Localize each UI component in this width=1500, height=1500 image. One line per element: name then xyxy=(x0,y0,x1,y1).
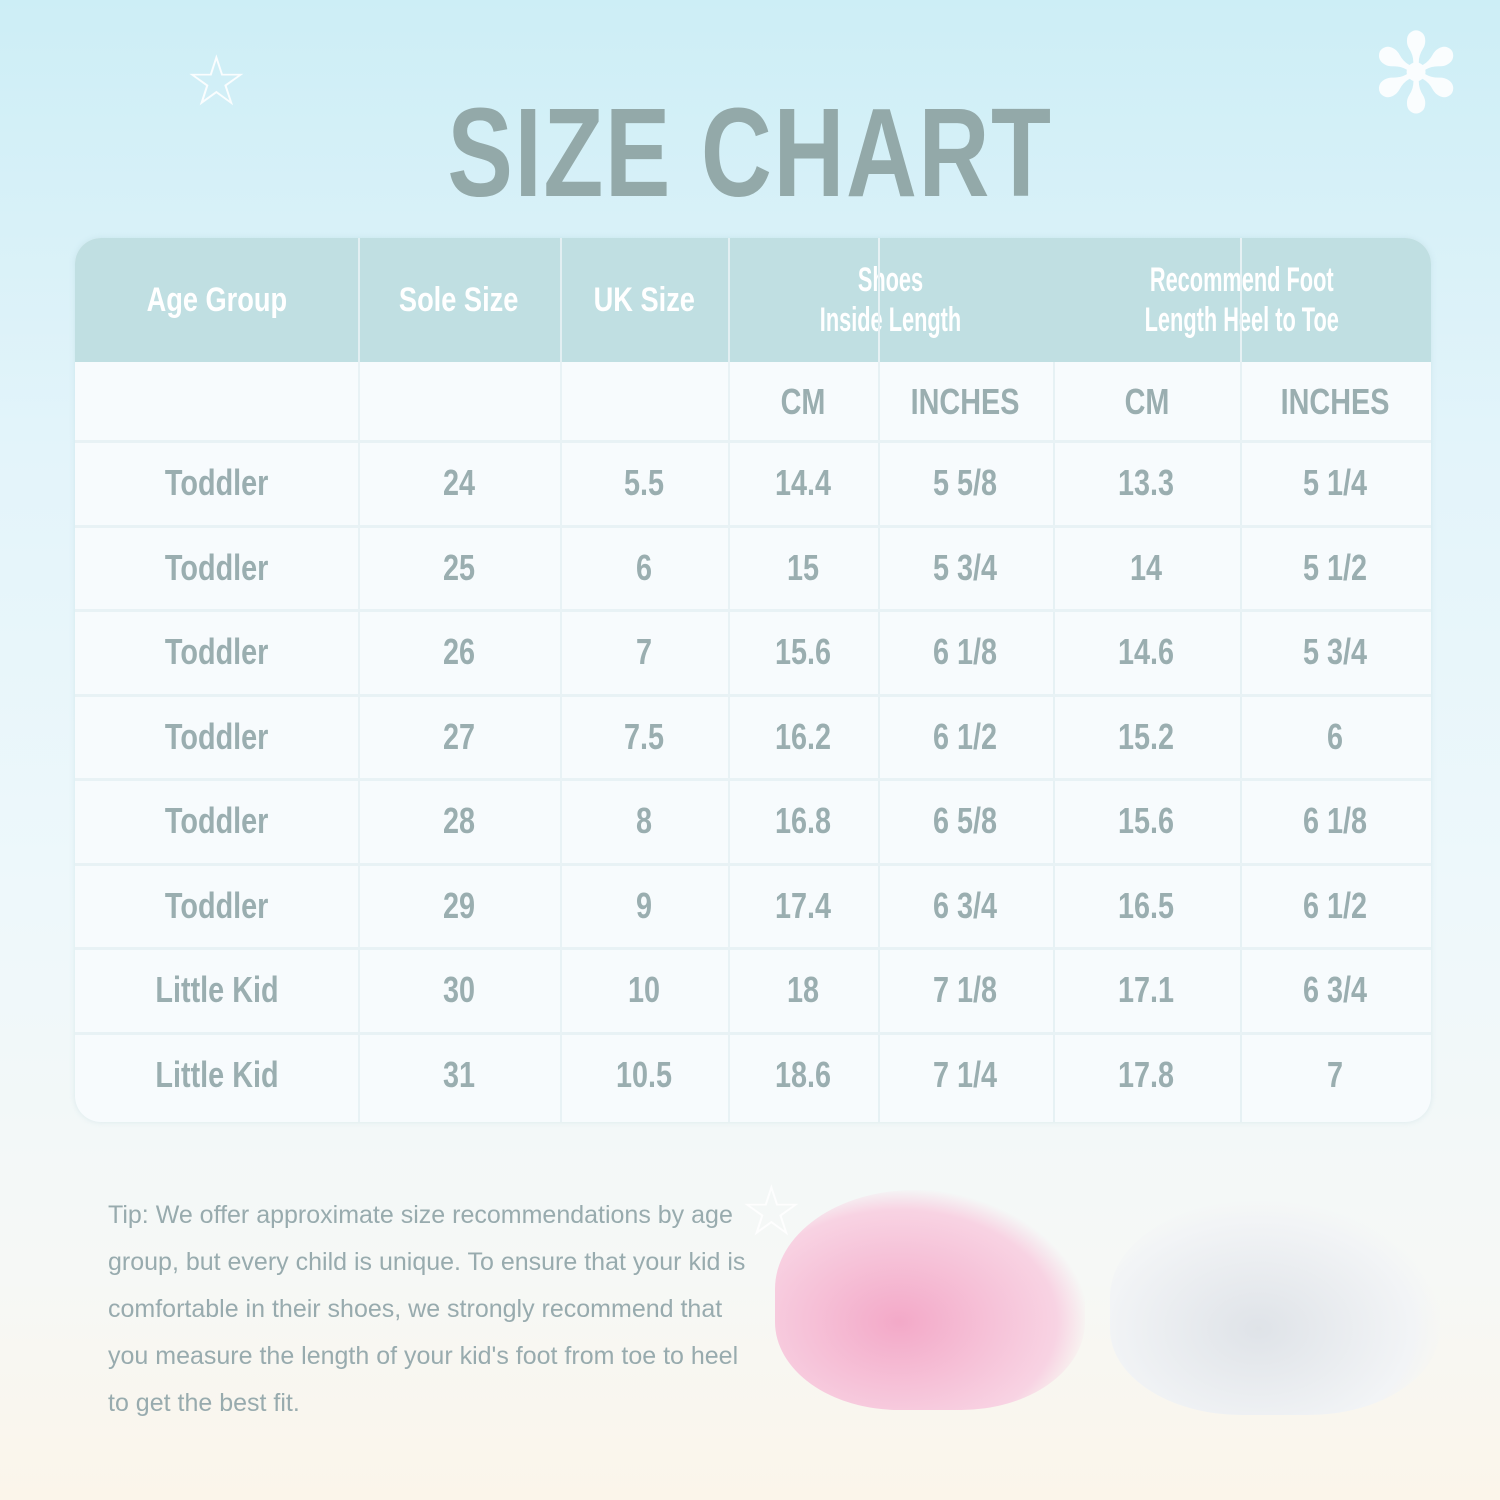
column-divider xyxy=(728,238,730,1122)
cell-foot-inches: 6 xyxy=(1327,715,1344,757)
subheader-inches: INCHES xyxy=(1281,380,1390,422)
row-divider xyxy=(75,947,1431,950)
cell-uk-size: 10.5 xyxy=(615,1053,673,1095)
clear-sandal-image xyxy=(1110,1200,1440,1415)
cell-shoes-inches: 6 3/4 xyxy=(933,884,998,926)
cell-foot-cm: 14.6 xyxy=(1118,631,1175,672)
column-divider xyxy=(358,238,360,1122)
header-sole-size: Sole Size xyxy=(358,238,560,362)
row-divider xyxy=(75,862,1431,866)
pink-sandal-image xyxy=(775,1190,1085,1410)
cell-age-group: Little Kid xyxy=(154,969,279,1010)
header-shoes-inside-length: Shoes Inside Length xyxy=(728,238,1053,362)
cell-uk-size: 8 xyxy=(635,800,653,841)
page-title: SIZE CHART xyxy=(447,82,1053,223)
cell-foot-cm: 17.1 xyxy=(1118,969,1175,1010)
size-table: Age Group Sole Size UK Size Shoes Inside … xyxy=(75,238,1431,1122)
cell-shoes-cm: 18 xyxy=(786,969,820,1010)
subheader-inches: INCHES xyxy=(911,380,1020,422)
cell-sole-size: 27 xyxy=(442,715,476,757)
subheader-cm: CM xyxy=(1124,380,1169,422)
cell-shoes-inches: 5 5/8 xyxy=(933,462,998,503)
header-age-group: Age Group xyxy=(75,238,358,362)
cell-foot-cm: 14 xyxy=(1130,546,1163,588)
cell-foot-cm: 17.8 xyxy=(1118,1053,1175,1095)
cell-foot-cm: 15.6 xyxy=(1118,800,1175,841)
cell-sole-size: 29 xyxy=(442,884,476,926)
starfish-icon: ☆ xyxy=(185,42,248,120)
cell-foot-inches: 6 1/2 xyxy=(1303,884,1368,926)
cell-foot-inches: 5 3/4 xyxy=(1303,631,1368,672)
cell-shoes-cm: 18.6 xyxy=(774,1053,832,1095)
cell-sole-size: 24 xyxy=(442,462,476,503)
palm-tree-icon: ✻ xyxy=(1370,13,1463,136)
column-divider xyxy=(1053,362,1055,1122)
cell-sole-size: 28 xyxy=(442,800,476,841)
cell-foot-cm: 16.5 xyxy=(1118,884,1175,926)
cell-foot-inches: 5 1/4 xyxy=(1303,462,1368,503)
row-divider xyxy=(75,609,1431,612)
row-divider xyxy=(75,778,1431,781)
row-divider xyxy=(75,1031,1431,1035)
cell-foot-cm: 15.2 xyxy=(1118,715,1175,757)
cell-shoes-cm: 16.2 xyxy=(774,715,832,757)
starfish-icon: ☆ xyxy=(740,1172,803,1250)
tip-text: Tip: We offer approximate size recommend… xyxy=(108,1201,746,1417)
row-divider xyxy=(75,524,1431,528)
column-divider xyxy=(878,238,880,1122)
cell-age-group: Toddler xyxy=(164,800,269,841)
cell-age-group: Toddler xyxy=(164,546,269,588)
cell-uk-size: 7 xyxy=(635,631,653,672)
cell-foot-cm: 13.3 xyxy=(1118,462,1175,503)
cell-age-group: Toddler xyxy=(164,884,269,926)
cell-foot-inches: 5 1/2 xyxy=(1303,546,1368,588)
cell-age-group: Toddler xyxy=(164,462,269,503)
header-uk-size: UK Size xyxy=(560,238,728,362)
cell-shoes-inches: 6 1/2 xyxy=(933,715,998,757)
cell-uk-size: 5.5 xyxy=(623,462,665,503)
cell-shoes-cm: 15.6 xyxy=(774,631,832,672)
cell-shoes-cm: 17.4 xyxy=(774,884,832,926)
cell-foot-inches: 6 1/8 xyxy=(1303,800,1368,841)
header-recommend-foot-length: Recommend Foot Length Heel to Toe xyxy=(1053,238,1431,362)
cell-age-group: Little Kid xyxy=(154,1053,279,1095)
cell-shoes-cm: 16.8 xyxy=(774,800,832,841)
cell-age-group: Toddler xyxy=(164,631,269,672)
row-divider xyxy=(75,693,1431,697)
cell-sole-size: 31 xyxy=(442,1053,476,1095)
cell-foot-inches: 7 xyxy=(1327,1053,1344,1095)
cell-shoes-cm: 14.4 xyxy=(774,462,832,503)
cell-uk-size: 6 xyxy=(635,546,653,588)
cell-uk-size: 9 xyxy=(635,884,653,926)
cell-sole-size: 30 xyxy=(442,969,476,1010)
cell-sole-size: 26 xyxy=(442,631,476,672)
row-divider xyxy=(75,440,1431,443)
cell-age-group: Toddler xyxy=(164,715,269,757)
cell-shoes-inches: 7 1/8 xyxy=(933,969,998,1010)
cell-shoes-cm: 15 xyxy=(786,546,820,588)
cell-foot-inches: 6 3/4 xyxy=(1303,969,1368,1010)
cell-shoes-inches: 6 5/8 xyxy=(933,800,998,841)
column-divider xyxy=(1240,238,1242,1122)
cell-shoes-inches: 7 1/4 xyxy=(933,1053,998,1095)
column-divider xyxy=(560,238,562,1122)
cell-uk-size: 7.5 xyxy=(623,715,665,757)
cell-shoes-inches: 6 1/8 xyxy=(933,631,998,672)
subheader-cm: CM xyxy=(780,380,826,422)
cell-shoes-inches: 5 3/4 xyxy=(933,546,998,588)
cell-uk-size: 10 xyxy=(627,969,661,1010)
cell-sole-size: 25 xyxy=(442,546,476,588)
